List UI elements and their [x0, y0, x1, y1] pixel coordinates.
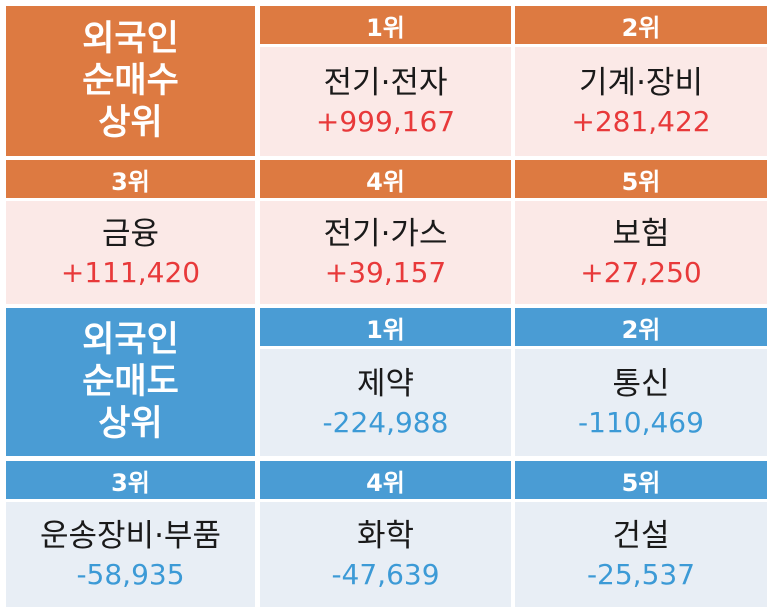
sell-rank-header: 5위	[515, 461, 767, 499]
sell-rank-body: 건설 -25,537	[515, 502, 767, 607]
sell-rank-body: 화학 -47,639	[260, 502, 511, 607]
rank-label: 1위	[366, 13, 405, 42]
rank-label: 1위	[366, 315, 405, 344]
sector-name: 전기·전자	[323, 64, 448, 101]
net-sell-value: -58,935	[76, 557, 185, 591]
sell-rank-header: 3위	[6, 461, 255, 499]
sector-name: 화학	[356, 517, 415, 554]
sector-name: 전기·가스	[323, 215, 448, 252]
buy-rank-header: 4위	[260, 160, 511, 198]
sell-rank-header: 1위	[260, 308, 511, 346]
sector-name: 제약	[356, 365, 415, 402]
net-buy-value: +281,422	[571, 104, 711, 138]
net-sell-value: -25,537	[586, 557, 696, 591]
rank-label: 5위	[621, 167, 661, 196]
sector-name: 건설	[612, 517, 670, 554]
rank-label: 5위	[621, 468, 661, 497]
sell-title-cell: 외국인 순매도 상위	[6, 308, 255, 456]
sector-name: 통신	[612, 365, 670, 402]
sector-name: 기계·장비	[579, 64, 703, 101]
buy-rank-header: 2위	[515, 6, 767, 44]
buy-rank-body: 전기·가스 +39,157	[260, 201, 511, 304]
buy-title-line: 상위	[98, 103, 163, 143]
buy-rank-header: 1위	[260, 6, 511, 44]
rank-label: 3위	[111, 167, 150, 196]
buy-rank-body: 보험 +27,250	[515, 201, 767, 304]
buy-rank-header: 5위	[515, 160, 767, 198]
rank-label: 4위	[366, 468, 405, 497]
buy-rank-body: 기계·장비 +281,422	[515, 47, 767, 156]
sell-title-line: 상위	[98, 404, 163, 444]
sell-rank-header: 4위	[260, 461, 511, 499]
buy-title-line: 순매수	[82, 61, 179, 101]
sell-rank-body: 운송장비·부품 -58,935	[6, 502, 255, 607]
net-buy-value: +39,157	[324, 255, 447, 289]
sector-name: 운송장비·부품	[40, 517, 221, 554]
buy-rank-body: 금융 +111,420	[6, 201, 255, 304]
sector-name: 금융	[101, 215, 160, 252]
rank-label: 2위	[621, 13, 661, 42]
net-sell-value: -110,469	[578, 405, 704, 439]
buy-rank-body: 전기·전자 +999,167	[260, 47, 511, 156]
sell-rank-body: 제약 -224,988	[260, 349, 511, 456]
net-buy-value: +111,420	[60, 255, 201, 289]
net-sell-value: -224,988	[322, 405, 449, 439]
rank-label: 4위	[366, 167, 405, 196]
sector-name: 보험	[612, 215, 670, 252]
sell-rank-body: 통신 -110,469	[515, 349, 767, 456]
net-sell-value: -47,639	[331, 557, 440, 591]
buy-title-cell: 외국인 순매수 상위	[6, 6, 255, 156]
sell-title-line: 순매도	[82, 362, 179, 402]
buy-rank-header: 3위	[6, 160, 255, 198]
sell-rank-header: 2위	[515, 308, 767, 346]
rank-label: 2위	[621, 315, 661, 344]
buy-title-line: 외국인	[82, 19, 179, 59]
rank-label: 3위	[111, 468, 150, 497]
sell-title-line: 외국인	[82, 320, 179, 360]
net-buy-value: +27,250	[580, 255, 702, 289]
net-buy-value: +999,167	[315, 104, 456, 138]
